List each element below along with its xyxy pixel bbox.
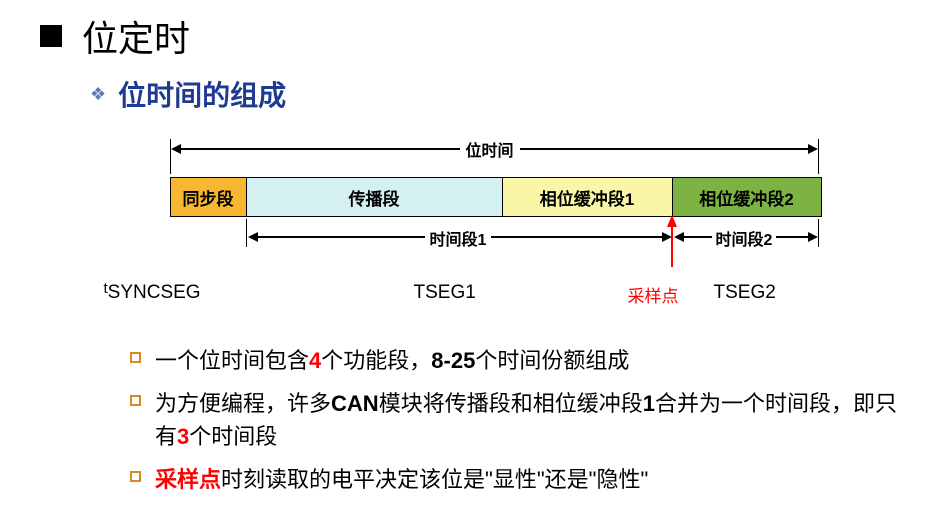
small-bullet-icon (130, 352, 141, 363)
tseg2-label: TSEG2 (714, 282, 776, 304)
segment-0: 同步段 (171, 178, 247, 216)
text-span: 时刻读取的电平决定该位是"显性"还是"隐性" (221, 467, 648, 492)
text-span: 个时间份额组成 (475, 348, 629, 373)
arrow-right-icon (808, 232, 818, 242)
segment-1: 传播段 (247, 178, 503, 216)
segments-row: 同步段传播段相位缓冲段1相位缓冲段2 (170, 177, 822, 217)
bullet-row-1: 为方便编程，许多CAN模块将传播段和相位缓冲段1合并为一个时间段，即只有3个时间… (20, 387, 927, 453)
bottom-dimensions: 时间段1 时间段2 (170, 219, 820, 269)
text-span: 3 (177, 424, 189, 449)
page-title: 位定时 (82, 10, 190, 62)
sync-main: SYNCSEG (108, 282, 201, 303)
dim-tick (818, 139, 820, 174)
text-span: 1 (643, 391, 655, 416)
bullet-row-0: 一个位时间包含4个功能段，8-25个时间份额组成 (20, 344, 927, 377)
top-dimension: 位时间 (170, 134, 820, 164)
arrow-up-icon (667, 215, 677, 227)
text-span: 个功能段， (321, 348, 431, 373)
sync-prefix: t (104, 280, 108, 297)
text-span: 为方便编程，许多 (155, 391, 331, 416)
text-span: 模块将传播段和相位缓冲段 (379, 391, 643, 416)
tseg1-label: TSEG1 (414, 282, 476, 304)
small-bullet-icon (130, 395, 141, 406)
dim-tick (818, 219, 820, 247)
subtitle-row: ❖ 位时间的组成 (20, 74, 927, 114)
square-bullet-icon (40, 25, 62, 47)
bottom-labels: tSYNCSEG TSEG1 采样点 TSEG2 (84, 282, 864, 312)
text-span: 采样点 (155, 467, 221, 492)
small-bullet-icon (130, 471, 141, 482)
bit-timing-diagram: 位时间 同步段传播段相位缓冲段1相位缓冲段2 时间段1 时间段2 tSYNCSE… (84, 134, 864, 334)
segment-2: 相位缓冲段1 (503, 178, 673, 216)
text-span: 4 (309, 348, 321, 373)
text-span: 8-25 (431, 348, 475, 373)
arrow-right-icon (808, 144, 818, 154)
bullet-row-2: 采样点时刻读取的电平决定该位是"显性"还是"隐性" (20, 463, 927, 496)
text-span: 个时间段 (189, 424, 277, 449)
bullet-content: 采样点时刻读取的电平决定该位是"显性"还是"隐性" (155, 463, 927, 496)
bullet-content: 为方便编程，许多CAN模块将传播段和相位缓冲段1合并为一个时间段，即只有3个时间… (155, 387, 927, 453)
syncseg-label: tSYNCSEG (104, 282, 201, 304)
bullet-content: 一个位时间包含4个功能段，8-25个时间份额组成 (155, 344, 927, 377)
text-span: CAN (331, 391, 379, 416)
text-span: 一个位时间包含 (155, 348, 309, 373)
segment-3: 相位缓冲段2 (673, 178, 821, 216)
dim2-label: 时间段2 (712, 226, 777, 250)
title-row: 位定时 (20, 10, 927, 62)
dim1-label: 时间段1 (425, 226, 492, 250)
body-bullets: 一个位时间包含4个功能段，8-25个时间份额组成为方便编程，许多CAN模块将传播… (20, 344, 927, 496)
sample-label: 采样点 (628, 282, 679, 307)
top-dim-label: 位时间 (460, 137, 520, 161)
diamond-bullet-icon: ❖ (90, 84, 106, 105)
subtitle: 位时间的组成 (118, 74, 286, 114)
